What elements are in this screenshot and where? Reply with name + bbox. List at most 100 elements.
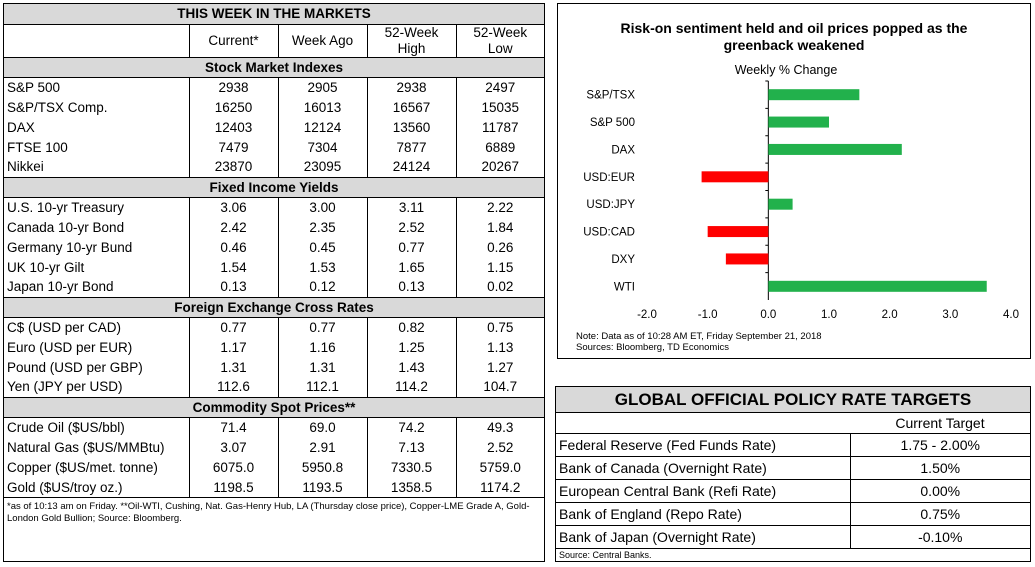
row-value: 3.07 [189,437,279,457]
chart-category-label: USD:EUR [583,172,635,184]
row-label: C$ (USD per CAD) [4,317,190,337]
markets-footnote: *as of 10:13 am on Friday. **Oil-WTI, Cu… [4,497,544,528]
row-value: 0.12 [278,277,368,297]
row-value: 1174.2 [480,479,521,495]
row-value: 0.77 [367,237,457,257]
row-value: 1.25 [367,337,457,357]
markets-table: THIS WEEK IN THE MARKETS Current* Week Ago… [4,4,545,497]
policy-bank: European Central Bank (Refi Rate) [556,478,851,502]
policy-row: Bank of England (Repo Rate) 0.75% [556,501,1030,525]
row-value: 69.0 [278,417,368,437]
policy-rate: 0.00% [850,478,1030,502]
section-header-row: Stock Market Indexes [4,56,545,78]
chart-x-tick-label: 2.0 [882,309,898,321]
table-row: Germany 10-yr Bund 0.46 0.45 0.77 0.26 [4,237,544,257]
section-title: Foreign Exchange Cross Rates [4,296,545,318]
row-value: 12124 [278,117,368,137]
chart-bar [768,116,829,128]
table-row: Nikkei 23870 23095 24124 20267 [4,157,544,177]
row-value: 2.52 [487,439,514,455]
row-value: 6889 [485,139,516,155]
row-value: 3.11 [367,197,457,217]
policy-bank: Bank of Canada (Overnight Rate) [556,455,851,479]
table-row: Euro (USD per EUR) 1.17 1.16 1.25 1.13 [4,337,544,357]
row-value: 1.16 [278,337,368,357]
table-row: Canada 10-yr Bond 2.42 2.35 2.52 1.84 [4,217,544,237]
header-blank [4,24,190,58]
row-value: 5759.0 [479,459,521,475]
row-value: 0.13 [367,277,457,297]
column-header: Week Ago [278,24,368,58]
row-value: 1.53 [278,257,368,277]
section-title: Stock Market Indexes [4,56,545,78]
column-header-line: Current* [208,32,259,48]
table-row: S&P/TSX Comp. 16250 16013 16567 15035 [4,97,544,117]
table-row: Yen (JPY per USD) 112.6 112.1 114.2 104.7 [4,377,544,397]
row-value: 7479 [189,137,279,157]
row-value: 0.77 [278,317,368,337]
markets-title-row: THIS WEEK IN THE MARKETS [4,4,545,25]
row-value: 3.06 [189,197,279,217]
column-header: 52-Week Low [456,24,545,58]
chart-panel: Risk-on sentiment held and oil prices po… [557,3,1031,359]
column-header: 52-Week High [367,24,457,58]
row-label: Natural Gas ($US/MMBtu) [4,437,190,457]
row-label: Japan 10-yr Bond [4,277,190,297]
row-value: 1.17 [189,337,279,357]
policy-bank: Bank of England (Repo Rate) [556,501,851,525]
policy-row: Bank of Canada (Overnight Rate) 1.50% [556,455,1030,479]
policy-rate: 1.75 - 2.00% [850,432,1030,456]
policy-rate: 1.50% [850,455,1030,479]
chart-x-tick-label: -2.0 [637,309,657,321]
table-row: UK 10-yr Gilt 1.54 1.53 1.65 1.15 [4,257,544,277]
row-value: 2.42 [189,217,279,237]
row-value: 23870 [189,157,279,177]
row-value: 1.54 [189,257,279,277]
chart-category-label: USD:CAD [583,227,635,239]
column-header-line: High [397,40,426,56]
table-row: U.S. 10-yr Treasury 3.06 3.00 3.11 2.22 [4,197,544,217]
chart-bar [768,89,860,101]
row-value: 0.75 [487,319,514,335]
row-value: 16567 [367,97,457,117]
weekly-change-chart: Risk-on sentiment held and oil prices po… [576,20,1019,353]
table-row: FTSE 100 7479 7304 7877 6889 [4,137,544,157]
row-label: Euro (USD per EUR) [4,337,190,357]
chart-title-line: greenback weakened [724,37,865,53]
chart-category-label: S&P 500 [590,117,635,129]
table-row: Natural Gas ($US/MMBtu) 3.07 2.91 7.13 2.52 [4,437,544,457]
row-label: Canada 10-yr Bond [4,217,190,237]
column-header-line: 52-Week [384,24,439,40]
row-label: Yen (JPY per USD) [4,377,190,397]
row-value: 0.26 [487,239,514,255]
row-value: 1.13 [487,339,514,355]
row-value: 6075.0 [189,457,279,477]
section-header-row: Commodity Spot Prices** [4,396,545,418]
row-value: 11787 [482,119,519,135]
row-value: 1.15 [487,259,514,275]
row-value: 0.82 [367,317,457,337]
row-label: Nikkei [4,157,190,177]
row-label: Germany 10-yr Bund [4,237,190,257]
policy-col-header: Current Target [895,414,985,431]
chart-bar [701,171,769,183]
row-value: 24124 [367,157,457,177]
chart-category-label: WTI [614,281,635,293]
table-row: Crude Oil ($US/bbl) 71.4 69.0 74.2 49.3 [4,417,544,437]
row-value: 7304 [278,137,368,157]
table-row: S&P 500 2938 2905 2938 2497 [4,77,544,97]
chart-bar [725,253,769,265]
chart-category-label: S&P/TSX [586,90,635,102]
chart-bar [707,226,769,238]
column-header-line: Week Ago [291,32,354,48]
table-row: C$ (USD per CAD) 0.77 0.77 0.82 0.75 [4,317,544,337]
row-value: 112.1 [278,377,368,397]
row-value: 1.27 [487,359,514,375]
table-row: Copper ($US/met. tonne) 6075.0 5950.8 7330.… [4,457,544,477]
row-label: Gold ($US/troy oz.) [4,477,190,497]
row-value: 20267 [481,159,520,175]
table-row: Pound (USD per GBP) 1.31 1.31 1.43 1.27 [4,357,544,377]
row-value: 2938 [189,77,279,97]
column-header-line: 52-Week [473,24,528,40]
row-value: 16250 [189,97,279,117]
